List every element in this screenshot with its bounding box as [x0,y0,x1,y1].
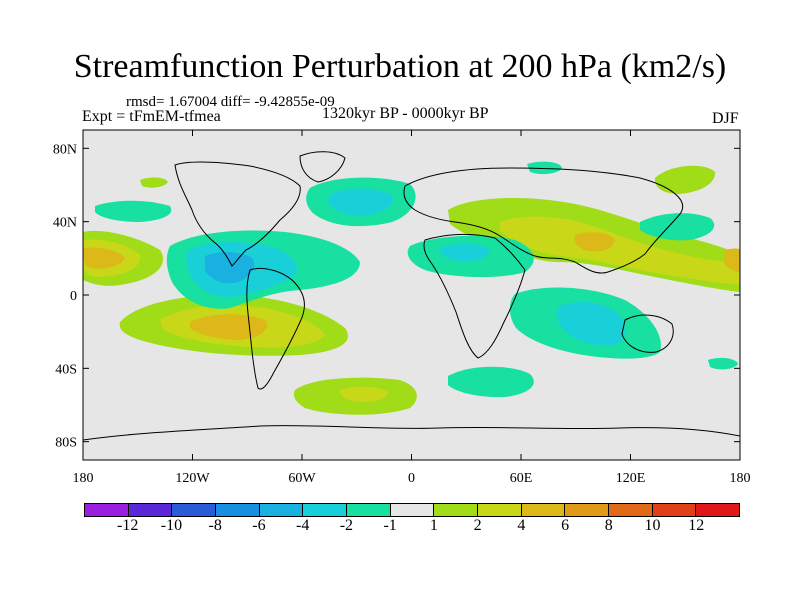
y-tick-label: 40N [53,216,77,231]
colorbar-swatch [85,504,129,516]
contour-region [527,161,562,175]
colorbar-swatch [347,504,391,516]
x-tick-label: 120W [175,471,210,486]
contour-region [339,386,388,402]
season-label: DJF [712,110,739,127]
colorbar-swatch [609,504,653,516]
colorbar-label: -8 [208,517,222,534]
colorbar-label: 10 [644,517,661,534]
contour-region [640,213,715,241]
contour-region [328,188,394,216]
colorbar-swatch [696,504,740,516]
colorbar-label: 1 [429,517,438,534]
x-tick-label: 0 [408,471,415,486]
colorbar-swatch [521,504,566,516]
contour-region [140,177,168,188]
experiment-label: Expt = tFmEM-tfmea [82,108,221,125]
x-tick-label: 120E [616,471,646,486]
contour-region [83,247,125,269]
contour-region [205,252,255,284]
colorbar-swatch [652,504,697,516]
colorbar-label: 2 [473,517,482,534]
contour-region [448,366,534,398]
coastline-australia [621,314,674,353]
colorbar-swatch [172,504,217,516]
contour-region [556,301,626,346]
colorbar-label: 8 [604,517,613,534]
coastlines [83,151,740,441]
contour-region [708,357,738,370]
colorbar-swatch [478,504,522,516]
contour-region [95,200,172,222]
x-tick-label: 60E [510,471,533,486]
colorbar-swatch [390,504,435,516]
colorbar-label: -10 [160,517,183,534]
map-background [83,130,740,460]
contour-region [574,232,615,252]
period-label: 1320kyr BP - 0000kyr BP [322,105,489,122]
coastline-greenland [299,151,346,183]
y-tick-label: 80S [55,436,77,451]
colorbar-label: -4 [295,517,310,534]
colorbar-label: 4 [517,517,526,534]
contour-region [190,314,268,340]
contour-region [500,216,740,285]
colorbar-swatch [259,504,304,516]
coastline-antarctica [83,425,740,441]
contour-fill-layer [83,161,740,415]
x-tick-label: 180 [730,471,751,486]
colorbar-label: 12 [688,517,705,534]
map-title: Streamfunction Perturbation at 200 hPa (… [73,48,727,85]
contour-region [724,248,740,272]
coastline-eurasia [403,167,683,274]
colorbar-label: -2 [339,517,354,534]
y-tick-label: 80N [53,142,77,157]
x-tick-label: 60W [288,471,316,486]
stats-line: rmsd= 1.67004 diff= -9.42855e-09 [126,94,335,110]
contour-region [654,165,716,194]
coastline-south-america [246,267,305,390]
x-tick-label: 180 [73,471,94,486]
y-tick-label: 40S [55,362,77,377]
colorbar-swatch [565,504,610,516]
colorbar-swatch [303,504,348,516]
colorbar [84,503,740,517]
coastline-north-america [174,161,301,267]
colorbar-label: -12 [117,517,139,534]
contour-region [439,243,490,262]
colorbar-label: 6 [561,517,570,534]
colorbar-swatch [128,504,173,516]
colorbar-swatch [434,504,479,516]
colorbar-swatch [216,504,260,516]
colorbar-label: -6 [252,517,266,534]
map-axes: 80N 40N 0 40S 80S 180 120W 60W 0 60E 120E 180 [53,129,751,486]
y-tick-label: 0 [70,289,77,304]
colorbar-label: -1 [383,517,397,534]
coastline-africa [423,233,526,359]
